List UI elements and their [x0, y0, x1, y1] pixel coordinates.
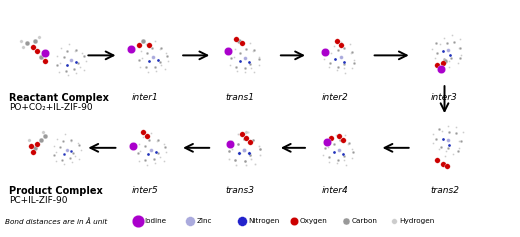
Text: PO+CO₂+IL-ZIF-90: PO+CO₂+IL-ZIF-90: [9, 103, 92, 112]
Text: Iodine: Iodine: [145, 218, 166, 224]
Text: inter3: inter3: [431, 93, 458, 102]
Text: inter4: inter4: [321, 186, 348, 195]
Text: inter5: inter5: [132, 186, 159, 195]
Text: inter1: inter1: [132, 93, 159, 102]
Text: inter2: inter2: [321, 93, 348, 102]
Text: Reactant Complex: Reactant Complex: [9, 93, 109, 103]
Text: Hydrogen: Hydrogen: [400, 218, 435, 224]
Text: Carbon: Carbon: [352, 218, 378, 224]
Text: trans3: trans3: [226, 186, 255, 195]
Text: Bond distances are in Å unit: Bond distances are in Å unit: [5, 218, 107, 225]
Text: Product Complex: Product Complex: [9, 186, 102, 196]
Text: Zinc: Zinc: [196, 218, 212, 224]
Text: Nitrogen: Nitrogen: [248, 218, 279, 224]
Text: trans1: trans1: [226, 93, 255, 102]
Text: trans2: trans2: [430, 186, 459, 195]
Text: PC+IL-ZIF-90: PC+IL-ZIF-90: [9, 196, 67, 205]
Text: Oxygen: Oxygen: [300, 218, 328, 224]
